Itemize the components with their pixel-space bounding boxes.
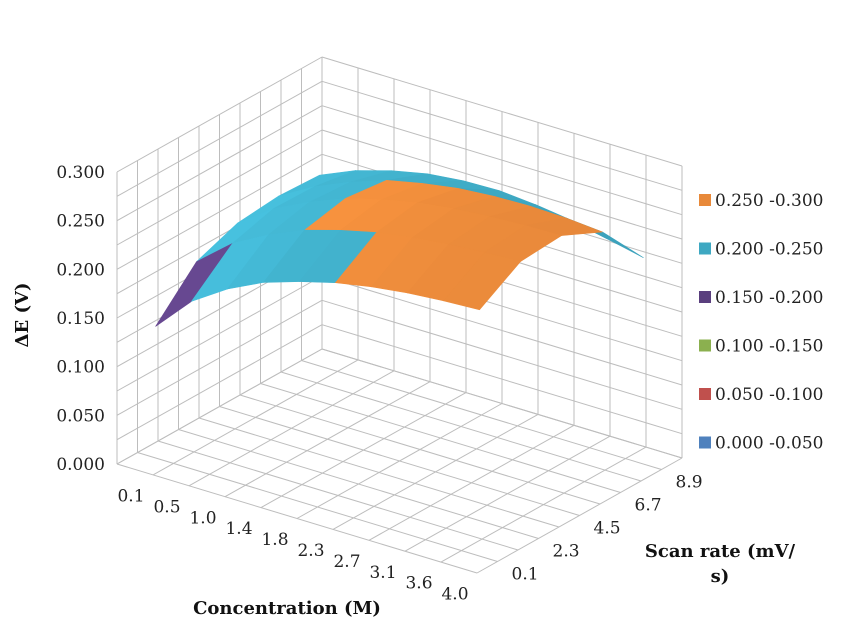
floor-gridline xyxy=(178,429,539,539)
x-tick-label: 1.8 xyxy=(261,530,288,550)
x-tick-label: 2.7 xyxy=(333,552,360,572)
chart-gridlines xyxy=(116,56,683,574)
back-wall-gridline xyxy=(321,348,683,459)
y-tick-label: 6.7 xyxy=(635,496,662,516)
legend-swatch xyxy=(699,436,711,449)
left-wall-gridline xyxy=(116,324,323,441)
x-tick-label: 2.3 xyxy=(297,541,324,561)
left-wall-gridline xyxy=(116,153,323,270)
legend-label: 0.250 -0.300 xyxy=(715,191,823,211)
left-wall-gridline xyxy=(116,299,323,416)
left-wall-gridline xyxy=(116,129,323,246)
y-axis-title-line2: s) xyxy=(711,566,730,587)
x-tick-label: 0.5 xyxy=(153,497,180,517)
legend-swatch xyxy=(699,291,711,303)
back-wall-gridline xyxy=(321,299,683,410)
legend-label: 0.100 -0.150 xyxy=(715,337,823,357)
x-tick-label: 0.1 xyxy=(117,486,144,506)
left-wall-gridline xyxy=(116,56,323,173)
y-tick-label: 2.3 xyxy=(553,542,580,562)
x-tick-label: 3.6 xyxy=(405,574,432,594)
legend-label: 0.150 -0.200 xyxy=(715,288,823,308)
floor-gridline xyxy=(219,406,580,516)
surface-patch xyxy=(442,252,522,311)
legend: 0.250 -0.300 0.200 -0.250 0.150 -0.200 0.10… xyxy=(699,191,823,454)
z-tick-label: 0.250 xyxy=(56,212,105,232)
y-tick-label: 8.9 xyxy=(676,473,703,493)
x-axis-title: Concentration (M) xyxy=(193,598,381,619)
x-tick-label: 3.1 xyxy=(369,563,396,583)
x-axis-ticks: 0.1 0.5 1.0 1.4 1.8 2.3 2.7 3.1 3.6 4.0 xyxy=(117,486,468,604)
z-tick-label: 0.000 xyxy=(56,455,105,475)
floor-gridline xyxy=(157,440,519,551)
z-tick-label: 0.300 xyxy=(56,163,105,183)
legend-label: 0.000 -0.050 xyxy=(715,434,823,454)
y-tick-label: 0.1 xyxy=(512,565,539,585)
x-tick-label: 4.0 xyxy=(441,585,468,605)
z-axis-title: ΔE (V) xyxy=(12,283,33,348)
legend-swatch xyxy=(699,194,711,206)
x-tick-label: 1.4 xyxy=(225,519,252,539)
floor-gridline xyxy=(280,371,642,482)
floor-gridline xyxy=(116,463,478,574)
legend-label: 0.050 -0.100 xyxy=(715,385,823,405)
floor-gridline xyxy=(198,417,560,528)
floor-gridline xyxy=(137,452,498,562)
z-tick-label: 0.150 xyxy=(56,309,105,329)
back-wall-gridline xyxy=(321,105,683,216)
back-wall-gridline xyxy=(321,129,683,240)
back-wall-gridline xyxy=(321,80,683,191)
floor-gridline xyxy=(260,383,621,493)
z-axis-ticks: 0.000 0.050 0.100 0.150 0.200 0.250 0.300 xyxy=(56,163,105,475)
floor-gridline xyxy=(239,394,601,505)
legend-swatch xyxy=(699,242,711,255)
z-tick-label: 0.050 xyxy=(56,406,105,426)
left-wall-gridline xyxy=(116,275,323,392)
z-tick-label: 0.200 xyxy=(56,260,105,280)
y-tick-label: 4.5 xyxy=(594,519,621,539)
x-tick-label: 1.0 xyxy=(189,508,216,528)
left-wall-gridline xyxy=(116,105,323,222)
z-tick-label: 0.100 xyxy=(56,358,105,378)
y-axis-title-line1: Scan rate (mV/ xyxy=(645,541,796,562)
legend-label: 0.200 -0.250 xyxy=(715,240,823,260)
surface-plot xyxy=(155,170,644,327)
legend-swatch xyxy=(699,339,711,352)
left-wall-gridline xyxy=(116,80,323,197)
floor-gridline xyxy=(301,360,662,470)
back-wall-gridline xyxy=(321,275,683,386)
legend-swatch xyxy=(699,388,711,400)
y-axis-ticks: 0.1 2.3 4.5 6.7 8.9 xyxy=(512,473,703,585)
back-wall-gridline xyxy=(321,56,683,167)
back-wall-gridline xyxy=(321,324,683,435)
left-wall-gridline xyxy=(116,348,323,465)
